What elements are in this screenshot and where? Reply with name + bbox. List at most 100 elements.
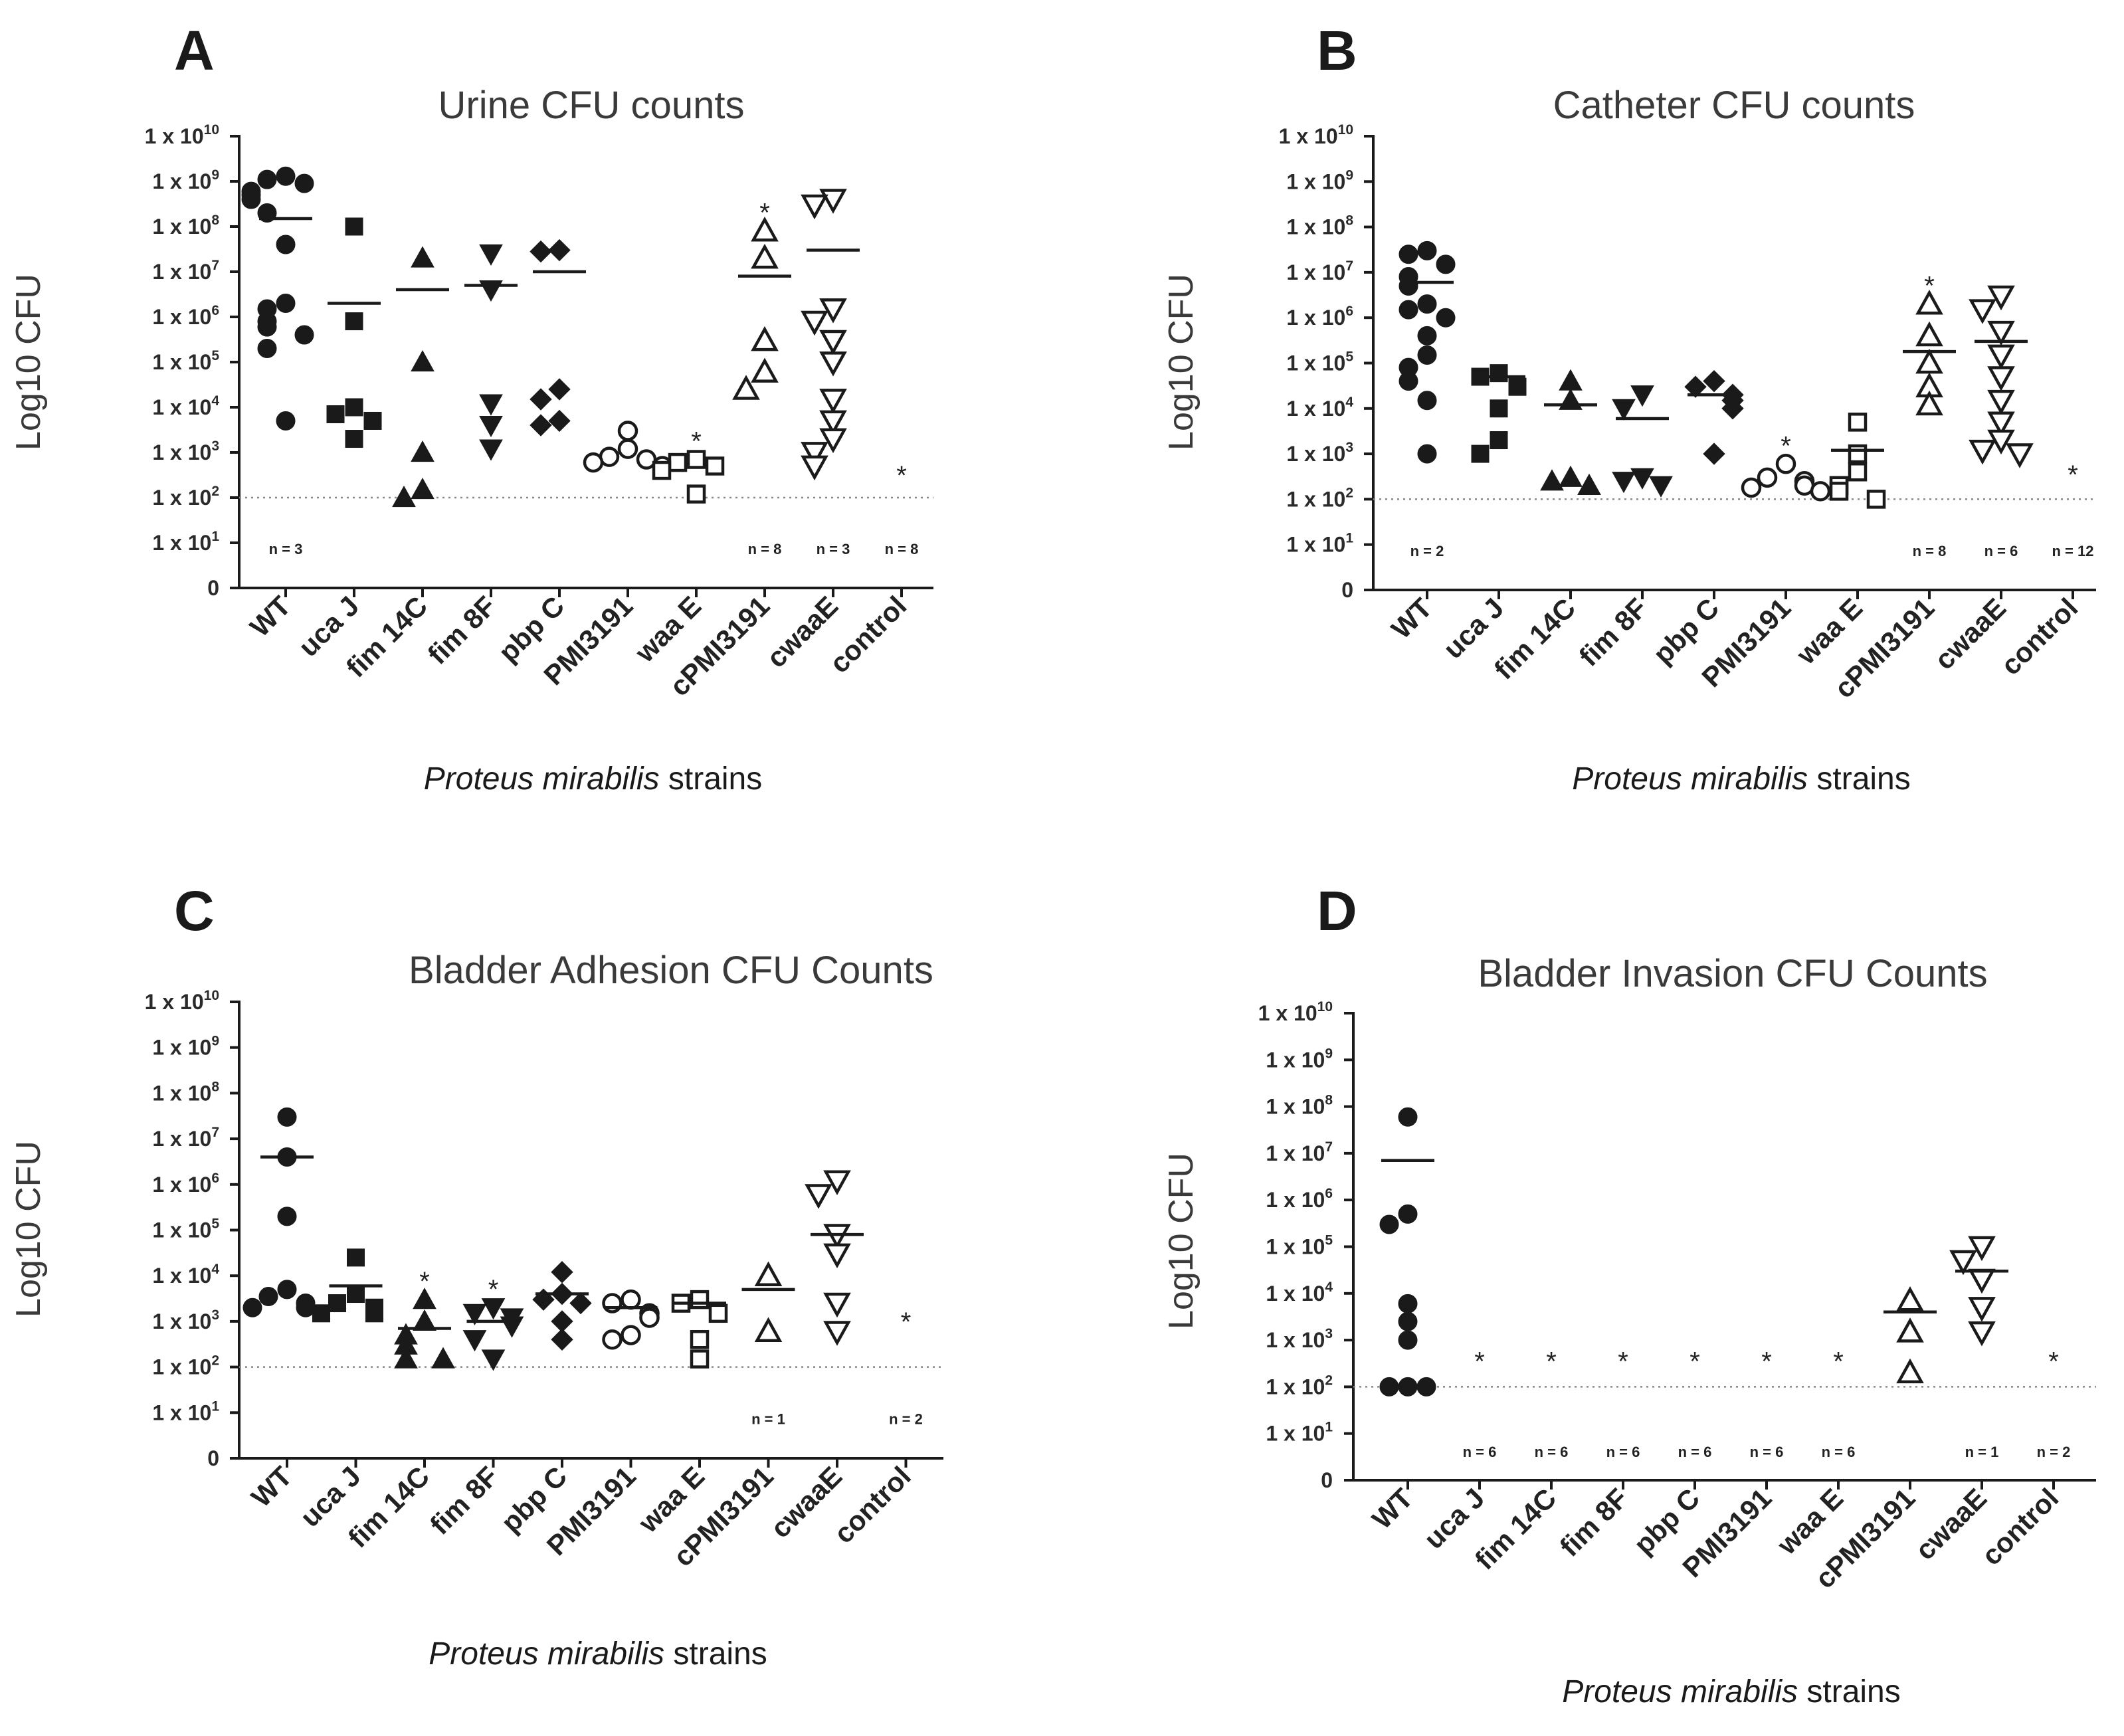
data-point bbox=[411, 349, 434, 372]
x-tick-label: WT bbox=[1385, 592, 1438, 645]
data-point bbox=[1721, 397, 1744, 420]
data-point bbox=[1987, 320, 2015, 346]
data-point bbox=[690, 1290, 710, 1309]
data-point bbox=[801, 455, 828, 481]
y-axis-label: Log10 CFU bbox=[9, 274, 48, 450]
data-point bbox=[277, 1206, 297, 1226]
significance-star: * bbox=[2068, 460, 2078, 490]
data-point bbox=[277, 1107, 297, 1127]
y-tick-label: 1 x 107 bbox=[1286, 258, 1353, 284]
data-point bbox=[652, 460, 672, 480]
n-label: n = 3 bbox=[269, 541, 303, 557]
y-tick-label: 1 x 108 bbox=[1286, 213, 1353, 239]
panel-d: D Bladder Invasion CFU Counts Log10 CFU 0 1 … bbox=[1162, 880, 2096, 1709]
data-point bbox=[392, 485, 416, 508]
data-point bbox=[1612, 472, 1636, 494]
data-point bbox=[705, 456, 725, 476]
y-tick-label: 1 x 105 bbox=[152, 348, 219, 374]
data-point bbox=[530, 240, 552, 263]
data-point bbox=[1968, 1321, 1996, 1347]
data-point bbox=[1741, 477, 1762, 498]
data-point bbox=[1896, 1317, 1924, 1343]
data-point bbox=[1399, 371, 1418, 391]
data-point bbox=[241, 189, 261, 209]
y-tick-label: 1 x 109 bbox=[1266, 1046, 1333, 1072]
data-point bbox=[479, 415, 503, 438]
data-point bbox=[823, 1170, 851, 1195]
data-point bbox=[258, 1287, 278, 1307]
data-point bbox=[1987, 389, 2015, 415]
data-point bbox=[1848, 444, 1868, 464]
x-tick-label: control bbox=[828, 1460, 917, 1549]
significance-star: * bbox=[1474, 1347, 1485, 1377]
data-point bbox=[1949, 1250, 1977, 1276]
data-point bbox=[823, 1321, 851, 1346]
y-tick-label: 1 x 105 bbox=[1286, 349, 1353, 375]
data-point bbox=[1417, 444, 1437, 464]
data-point bbox=[823, 1243, 851, 1269]
data-point bbox=[751, 216, 779, 242]
data-point bbox=[1416, 1377, 1436, 1397]
significance-star: * bbox=[1618, 1347, 1628, 1377]
data-point bbox=[548, 409, 571, 433]
data-point bbox=[801, 194, 828, 220]
data-point bbox=[394, 1347, 418, 1369]
data-point bbox=[1612, 399, 1636, 421]
significance-star: * bbox=[419, 1267, 430, 1296]
data-point bbox=[551, 1328, 573, 1351]
data-point bbox=[411, 246, 434, 268]
data-point bbox=[754, 1261, 783, 1287]
data-point bbox=[479, 280, 503, 302]
data-point bbox=[462, 1330, 487, 1352]
data-point bbox=[1757, 467, 1778, 488]
y-tick-label: 1 x 102 bbox=[1266, 1373, 1333, 1398]
x-axis-label: Proteus mirabilis strains bbox=[424, 761, 763, 797]
data-point bbox=[819, 298, 847, 324]
data-point bbox=[551, 1261, 573, 1284]
y-tick-label: 0 bbox=[1321, 1468, 1333, 1492]
y-axis-label: Log10 CFU bbox=[1162, 1153, 1201, 1329]
data-point bbox=[1379, 1377, 1399, 1397]
data-point bbox=[1896, 1286, 1924, 1311]
n-label: n = 12 bbox=[2052, 543, 2094, 559]
y-tick-label: 1 x 108 bbox=[1266, 1093, 1333, 1119]
y-tick-label: 1 x 1010 bbox=[1279, 122, 1353, 148]
y-tick-label: 0 bbox=[207, 576, 219, 600]
significance-star: * bbox=[1924, 272, 1935, 301]
y-tick-label: 1 x 108 bbox=[152, 213, 219, 239]
data-point bbox=[411, 440, 434, 462]
n-label: n = 8 bbox=[748, 541, 782, 557]
data-point bbox=[1417, 326, 1437, 345]
panel-letter: B bbox=[1317, 19, 1357, 82]
significance-star: * bbox=[691, 427, 702, 456]
panel-a: A Urine CFU counts Log10 CFU 0 1 x 101 1 x 10… bbox=[9, 19, 933, 797]
y-tick-label: 1 x 1010 bbox=[1258, 999, 1333, 1025]
y-tick-label: 1 x 104 bbox=[152, 393, 219, 419]
data-point bbox=[347, 1285, 365, 1303]
x-tick-label: WT bbox=[244, 590, 297, 643]
y-tick-label: 1 x 104 bbox=[152, 1262, 219, 1288]
y-tick-label: 1 x 106 bbox=[1266, 1186, 1333, 1212]
y-tick-label: 1 x 107 bbox=[152, 1125, 219, 1151]
data-point bbox=[411, 477, 434, 500]
data-point bbox=[257, 339, 277, 359]
data-point bbox=[548, 239, 571, 262]
data-point bbox=[1649, 476, 1673, 498]
data-point bbox=[328, 1294, 346, 1313]
x-tick-label: fim 8F bbox=[1554, 1482, 1634, 1563]
data-point bbox=[686, 450, 706, 469]
y-tick-label: 1 x 108 bbox=[152, 1079, 219, 1105]
y-tick-label: 1 x 103 bbox=[1286, 440, 1353, 466]
x-tick-label: control bbox=[823, 590, 912, 679]
significance-star: * bbox=[2048, 1347, 2059, 1377]
data-point bbox=[2006, 443, 2034, 468]
data-point bbox=[1987, 429, 2015, 455]
data-point bbox=[690, 1329, 710, 1349]
chart-title: Bladder Invasion CFU Counts bbox=[1478, 952, 1987, 995]
y-tick-label: 1 x 101 bbox=[1286, 531, 1353, 557]
data-point bbox=[583, 452, 604, 473]
data-point bbox=[1399, 300, 1418, 320]
panel-letter: D bbox=[1317, 880, 1357, 942]
data-point bbox=[1829, 482, 1849, 501]
data-point bbox=[1987, 285, 2015, 311]
